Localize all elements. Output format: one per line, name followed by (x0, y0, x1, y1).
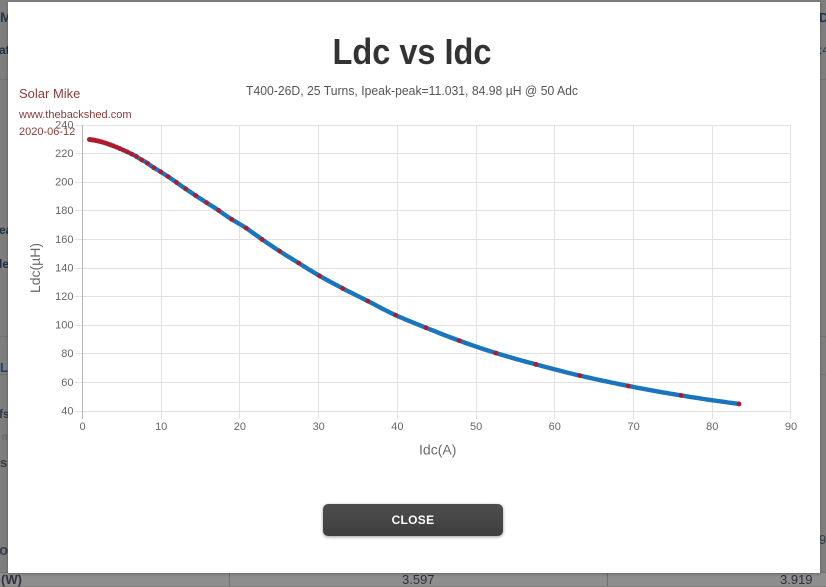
svg-text:80: 80 (706, 421, 718, 433)
svg-text:160: 160 (55, 234, 73, 246)
svg-text:Solar Mike: Solar Mike (19, 86, 80, 101)
svg-text:20: 20 (234, 421, 246, 433)
svg-text:Ldc(µH): Ldc(µH) (27, 243, 43, 293)
svg-text:50: 50 (470, 421, 482, 433)
svg-text:www.thebackshed.com: www.thebackshed.com (18, 109, 132, 121)
svg-text:Idc(A): Idc(A) (419, 442, 456, 458)
svg-text:10: 10 (155, 421, 167, 433)
svg-text:Ldc vs Idc: Ldc vs Idc (333, 31, 492, 72)
svg-text:40: 40 (61, 405, 73, 417)
svg-text:80: 80 (61, 348, 73, 360)
svg-text:140: 140 (55, 262, 73, 274)
svg-text:40: 40 (391, 421, 403, 433)
svg-text:220: 220 (55, 148, 73, 160)
svg-text:200: 200 (55, 177, 73, 189)
svg-text:240: 240 (55, 119, 73, 131)
svg-text:120: 120 (55, 291, 73, 303)
svg-text:30: 30 (313, 421, 325, 433)
svg-text:70: 70 (627, 421, 639, 433)
svg-text:180: 180 (55, 205, 73, 217)
svg-text:100: 100 (55, 320, 73, 332)
svg-text:0: 0 (79, 421, 85, 433)
svg-text:T400-26D, 25 Turns, Ipeak-peak: T400-26D, 25 Turns, Ipeak-peak=11.031, 8… (246, 83, 578, 98)
svg-text:60: 60 (549, 421, 561, 433)
svg-text:2020-06-12: 2020-06-12 (19, 126, 75, 138)
svg-text:90: 90 (785, 421, 797, 433)
svg-text:60: 60 (61, 377, 73, 389)
